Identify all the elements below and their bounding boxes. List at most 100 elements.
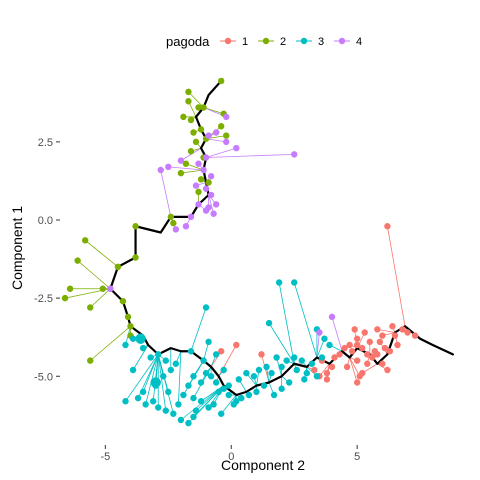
legend-key-dot <box>262 37 270 45</box>
data-point-series-3 <box>326 341 333 349</box>
data-point-series-2 <box>87 304 94 311</box>
connector-line <box>157 354 167 411</box>
legend-label: 2 <box>280 36 286 48</box>
data-point-series-4 <box>207 191 215 199</box>
data-point-series-3 <box>212 351 220 358</box>
data-point-series-4 <box>195 160 202 167</box>
data-point-series-1 <box>353 341 361 349</box>
data-point-series-1 <box>359 344 366 352</box>
legend-entry-3: 3 <box>296 36 324 48</box>
connector-line <box>77 260 111 290</box>
data-point-series-4 <box>202 185 210 192</box>
data-point-series-3 <box>215 388 222 396</box>
x-tick-label: 5 <box>354 451 360 463</box>
data-point-series-1 <box>331 354 338 361</box>
data-point-series-1 <box>374 326 381 333</box>
data-point-series-3 <box>200 357 207 364</box>
connector-line <box>316 338 325 358</box>
data-point-series-1 <box>366 338 373 346</box>
data-point-series-2 <box>167 213 175 221</box>
data-point-series-4 <box>187 213 195 221</box>
data-point-series-2 <box>99 285 107 292</box>
data-point-series-4 <box>223 138 230 146</box>
connector-line <box>206 138 227 143</box>
data-point-series-2 <box>132 223 139 230</box>
data-point-series-2 <box>87 357 94 364</box>
connector-line <box>180 169 204 174</box>
data-point-series-2 <box>185 98 192 105</box>
data-point-series-3 <box>142 401 149 408</box>
data-point-series-3 <box>197 379 205 386</box>
data-point-series-1 <box>369 354 376 361</box>
data-point-series-2 <box>114 263 122 271</box>
data-point-series-2 <box>170 219 177 227</box>
data-point-series-3 <box>268 369 275 377</box>
data-point-series-3 <box>155 351 162 358</box>
data-point-series-4 <box>212 129 220 136</box>
connector-line <box>293 282 318 358</box>
data-point-series-2 <box>182 160 190 167</box>
data-point-series-3 <box>265 319 273 327</box>
data-point-series-1 <box>386 348 394 355</box>
connector-line <box>177 351 182 405</box>
data-point-series-3 <box>275 279 283 286</box>
data-point-series-2 <box>200 104 207 111</box>
data-point-series-3 <box>177 416 185 424</box>
data-point-series-1 <box>379 360 386 367</box>
data-point-series-3 <box>122 398 129 405</box>
data-point-series-2 <box>132 254 139 261</box>
legend-label: 4 <box>356 36 362 48</box>
trajectory-line <box>109 79 454 397</box>
data-point-series-3 <box>250 373 258 380</box>
data-point-series-3 <box>147 354 154 361</box>
data-point-series-3 <box>139 344 147 352</box>
legend: pagoda 1 2 3 4 <box>166 34 362 49</box>
connector-line <box>89 288 111 308</box>
data-point-series-4 <box>182 223 190 230</box>
data-point-series-3 <box>165 388 172 396</box>
data-point-series-3 <box>225 382 232 389</box>
data-point-series-2 <box>205 179 212 186</box>
data-point-series-4 <box>200 166 207 174</box>
data-point-series-2 <box>195 188 202 196</box>
data-point-series-2 <box>223 132 230 139</box>
data-point-series-3 <box>197 398 205 405</box>
data-point-series-2 <box>187 148 195 155</box>
data-point-series-3 <box>210 401 217 408</box>
data-point-series-2 <box>119 298 127 305</box>
data-point-series-4 <box>205 132 212 139</box>
data-point-series-1 <box>389 323 396 330</box>
y-tick-label: -5.0 <box>34 371 53 383</box>
large-marker <box>150 377 161 388</box>
legend-label: 1 <box>242 36 248 48</box>
data-point-series-2 <box>180 113 187 121</box>
legend-entry-2: 2 <box>258 36 286 48</box>
data-point-series-1 <box>379 332 386 339</box>
data-point-series-3 <box>202 304 210 311</box>
data-point-series-3 <box>122 341 129 349</box>
data-point-series-1 <box>381 344 389 352</box>
data-point-series-3 <box>190 394 197 402</box>
data-point-series-1 <box>343 363 351 371</box>
data-point-series-2 <box>187 116 195 124</box>
data-point-series-3 <box>129 335 137 342</box>
data-point-series-3 <box>172 360 180 367</box>
data-point-series-4 <box>107 285 114 292</box>
data-point-series-3 <box>180 391 187 399</box>
connector-line <box>200 385 224 402</box>
data-point-series-1 <box>311 366 318 374</box>
data-point-series-3 <box>298 357 305 364</box>
data-point-series-4 <box>207 173 215 180</box>
data-point-series-4 <box>202 154 210 161</box>
data-point-series-1 <box>384 223 391 230</box>
data-point-series-3 <box>263 363 270 371</box>
connector-line <box>84 240 119 268</box>
data-point-series-3 <box>185 419 192 427</box>
data-point-series-2 <box>61 294 69 302</box>
data-point-series-3 <box>155 404 162 411</box>
data-point-series-4 <box>192 182 200 189</box>
legend-key-dot <box>338 37 346 45</box>
data-point-series-1 <box>233 341 240 349</box>
data-point-series-2 <box>74 257 81 264</box>
